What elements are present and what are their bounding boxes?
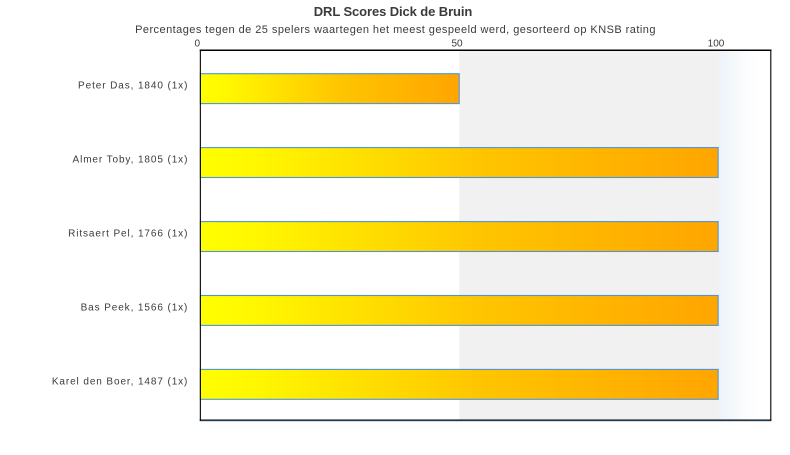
svg-text:DRL Scores Dick de Bruin: DRL Scores Dick de Bruin [314, 4, 473, 19]
svg-text:0: 0 [195, 39, 201, 50]
svg-text:Karel den Boer, 1487 (1x): Karel den Boer, 1487 (1x) [52, 376, 188, 387]
svg-text:Almer Toby, 1805 (1x): Almer Toby, 1805 (1x) [73, 155, 189, 166]
svg-text:50: 50 [451, 39, 463, 50]
svg-text:Peter Das, 1840 (1x): Peter Das, 1840 (1x) [78, 81, 188, 92]
svg-text:Percentages tegen de 25 speler: Percentages tegen de 25 spelers waartege… [135, 24, 656, 36]
svg-text:100: 100 [708, 39, 725, 50]
svg-text:Ritsaert Pel, 1766 (1x): Ritsaert Pel, 1766 (1x) [68, 229, 188, 240]
svg-text:Bas Peek, 1566 (1x): Bas Peek, 1566 (1x) [81, 302, 189, 313]
